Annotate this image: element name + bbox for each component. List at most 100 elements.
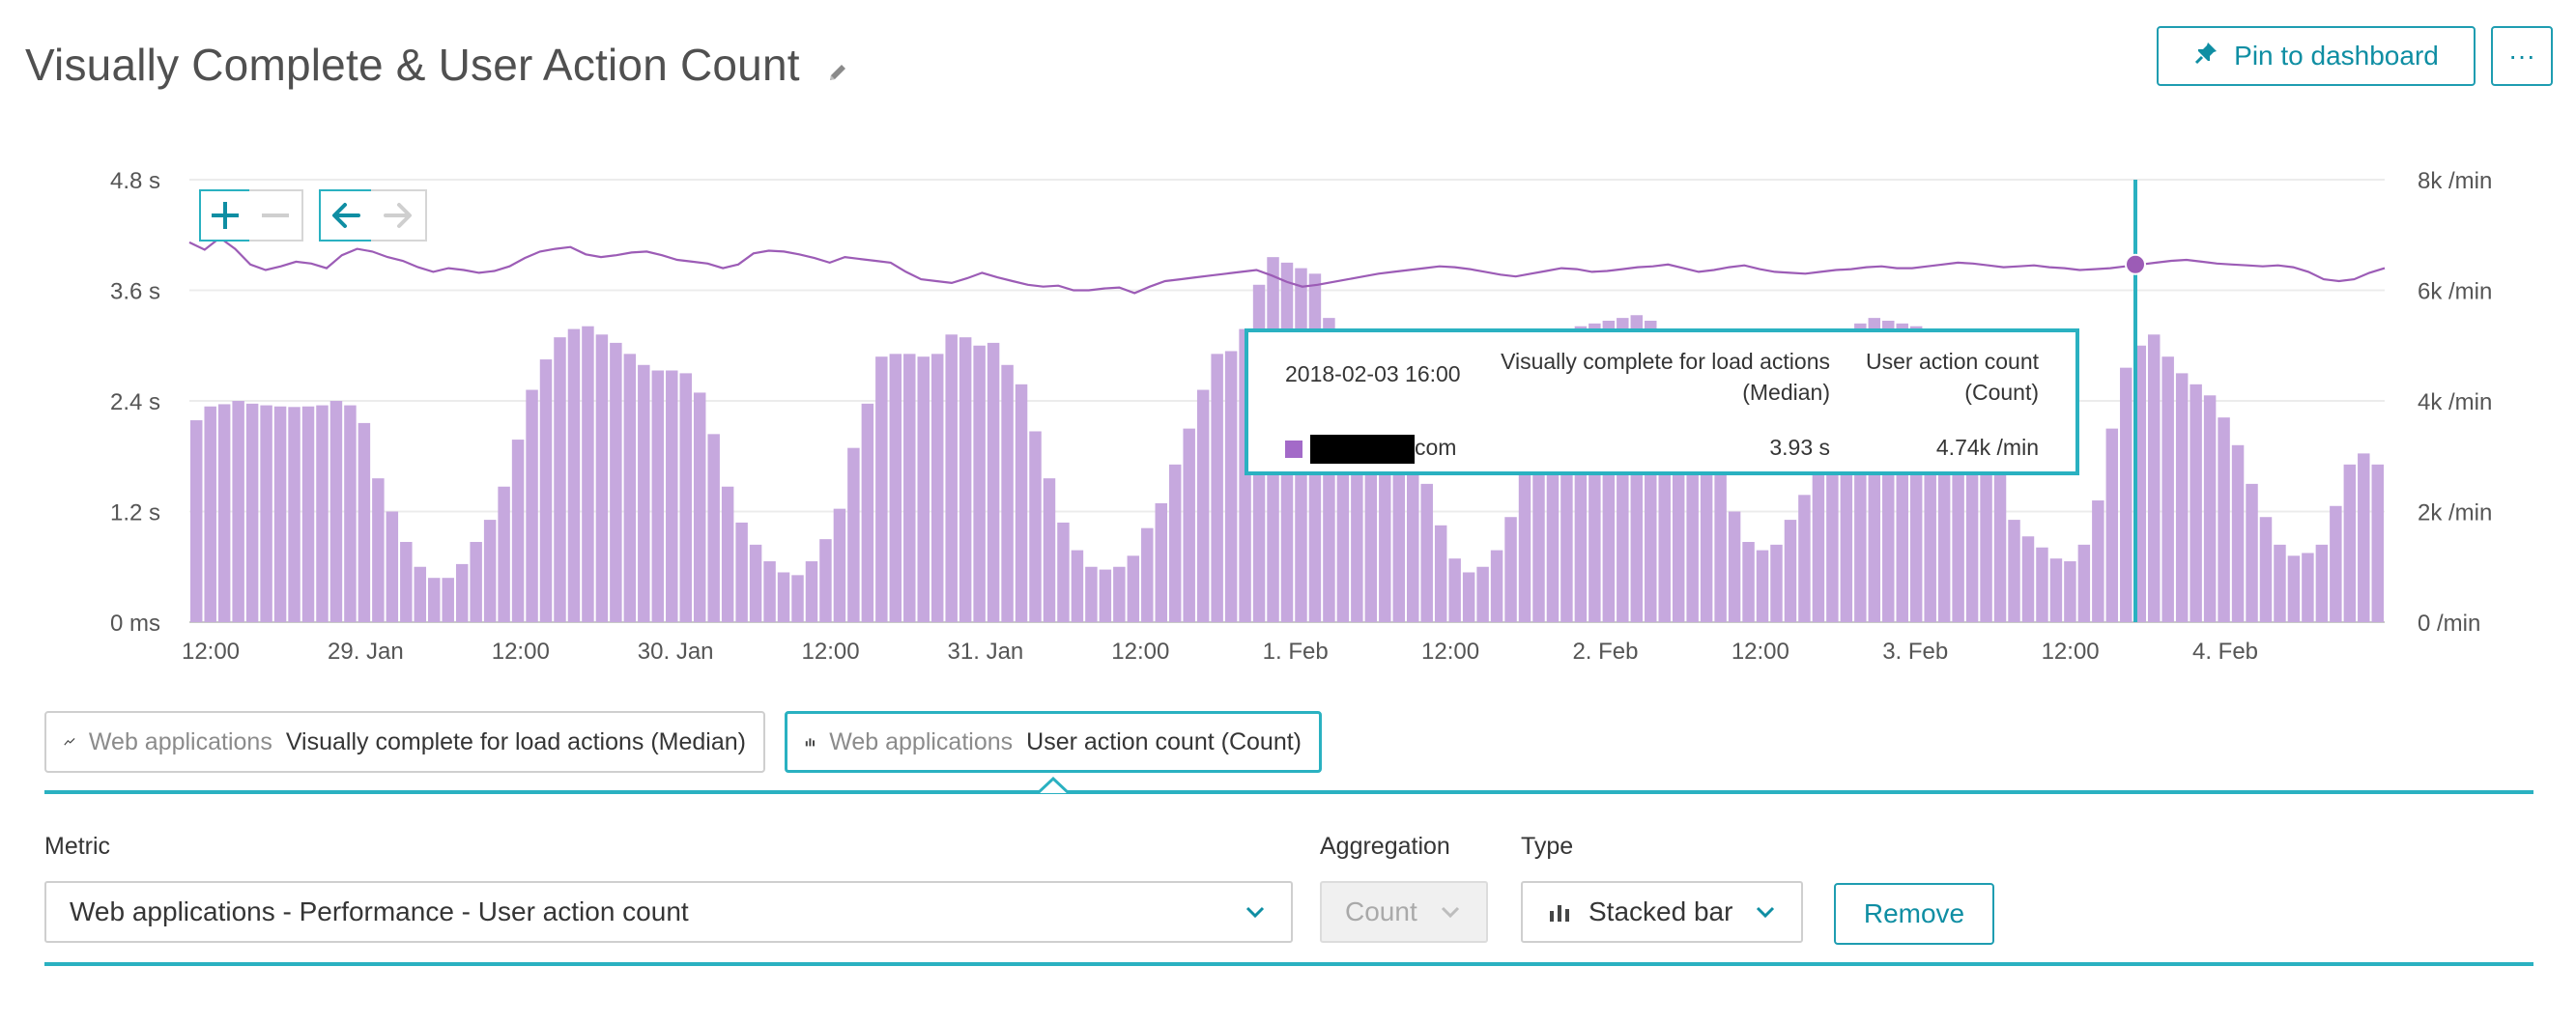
bar: [526, 389, 538, 622]
bar: [511, 440, 525, 622]
bar: [2190, 384, 2202, 622]
bar: [260, 405, 272, 622]
more-options-button[interactable]: ···: [2491, 26, 2553, 86]
y-left-tick-label: 0 ms: [110, 611, 160, 637]
x-tick-label: 3. Feb: [1882, 639, 1948, 665]
bar: [749, 544, 762, 622]
bar: [2371, 464, 2384, 622]
bar: [204, 406, 216, 623]
x-tick-label: 29. Jan: [328, 639, 404, 665]
remove-button[interactable]: Remove: [1834, 883, 1994, 945]
bar: [875, 356, 888, 622]
bar: [721, 486, 734, 622]
y-left-tick-label: 2.4 s: [110, 389, 160, 415]
bar-chart-icon: [1550, 905, 1569, 922]
bar: [2203, 395, 2217, 622]
chart-axes: 0 ms 0 /min 1.2 s 2k /min 2.4 s 4k /min 3.6 s 6…: [110, 168, 2492, 665]
bar: [217, 404, 231, 622]
bar: [763, 561, 776, 622]
x-tick-label: 12:00: [2042, 639, 2100, 665]
pin-icon: [2193, 41, 2218, 72]
bar: [651, 370, 665, 622]
bar: [2358, 453, 2370, 622]
bar: [1420, 483, 1433, 623]
y-right-tick-label: 6k /min: [2418, 279, 2492, 305]
x-tick-label: 12:00: [802, 639, 860, 665]
metric-select-value: Web applications - Performance - User ac…: [70, 896, 689, 926]
tooltip-col1-header: Visually complete for load actions (Medi…: [1501, 349, 1830, 405]
bar: [2105, 428, 2119, 623]
pan-right-button[interactable]: [371, 189, 427, 242]
x-tick-label: 1. Feb: [1263, 639, 1329, 665]
bar: [386, 511, 399, 622]
x-tick-label: 12:00: [1111, 639, 1169, 665]
bar: [428, 578, 441, 622]
series-tab-category: Web applications: [829, 727, 1014, 755]
bar: [987, 342, 1000, 622]
chart-tooltip: 2018-02-03 16:00 Visually complete for l…: [1245, 328, 2079, 475]
config-panel-bottom-border: [44, 962, 2533, 966]
bar: [2330, 505, 2342, 622]
bar: [329, 401, 343, 622]
series-tab-visually-complete[interactable]: Web applications Visually complete for l…: [44, 711, 765, 773]
bar: [316, 405, 329, 622]
more-options-label: ···: [2508, 41, 2535, 71]
bar: [2161, 356, 2174, 622]
bar: [2147, 334, 2161, 622]
bar: [2049, 558, 2063, 622]
bar: [2120, 367, 2132, 622]
tooltip-col2-header-line2: (Count): [1964, 380, 2039, 405]
pin-to-dashboard-button[interactable]: Pin to dashboard: [2157, 26, 2476, 86]
series-tab-user-action-count[interactable]: Web applications User action count (Coun…: [785, 711, 1322, 773]
y-right-tick-label: 2k /min: [2418, 500, 2492, 526]
bar: [819, 539, 832, 623]
pencil-icon[interactable]: [826, 43, 849, 95]
bar: [1071, 550, 1084, 622]
bar: [1784, 520, 1797, 622]
bar: [679, 373, 692, 623]
bar: [2036, 547, 2048, 622]
type-select[interactable]: Stacked bar: [1521, 881, 1803, 943]
bar: [847, 447, 860, 622]
bar: [1742, 541, 1755, 622]
bar: [2246, 483, 2258, 623]
bar: [1476, 566, 1489, 622]
chevron-down-icon: [1245, 906, 1265, 919]
bar: [400, 541, 413, 622]
chevron-down-icon: [1441, 906, 1460, 919]
bar: [1434, 525, 1447, 622]
hover-point: [2125, 253, 2146, 275]
bar: [582, 326, 594, 622]
y-left-tick-label: 3.6 s: [110, 279, 160, 305]
bar: [1211, 354, 1223, 622]
bar: [498, 486, 510, 622]
bar: [358, 422, 371, 622]
bar: [2064, 561, 2076, 622]
chart-cursor[interactable]: [2125, 180, 2146, 622]
bar: [1993, 434, 2007, 622]
bar: [190, 420, 203, 622]
bar: [273, 406, 287, 623]
bar: [623, 354, 637, 622]
bar: [2287, 555, 2301, 622]
line-series: [188, 236, 2386, 295]
tooltip-series-swatch: [1285, 441, 1302, 458]
bar: [638, 364, 650, 622]
bar: [1448, 558, 1461, 622]
bar-chart-icon: [805, 738, 816, 747]
arrow-right-icon: [384, 203, 412, 228]
bar: [1113, 566, 1126, 622]
zoom-in-button[interactable]: [199, 189, 251, 242]
bar: [414, 566, 427, 622]
zoom-out-button[interactable]: [249, 189, 303, 242]
x-tick-label: 12:00: [1421, 639, 1479, 665]
bar: [973, 345, 986, 622]
bar: [1127, 555, 1140, 622]
bar: [1462, 572, 1475, 622]
type-label: Type: [1521, 833, 1574, 860]
metric-select[interactable]: Web applications - Performance - User ac…: [44, 881, 1293, 943]
bar: [470, 541, 482, 622]
pan-left-button[interactable]: [319, 189, 373, 242]
bar: [959, 337, 972, 622]
bar: [930, 354, 944, 622]
